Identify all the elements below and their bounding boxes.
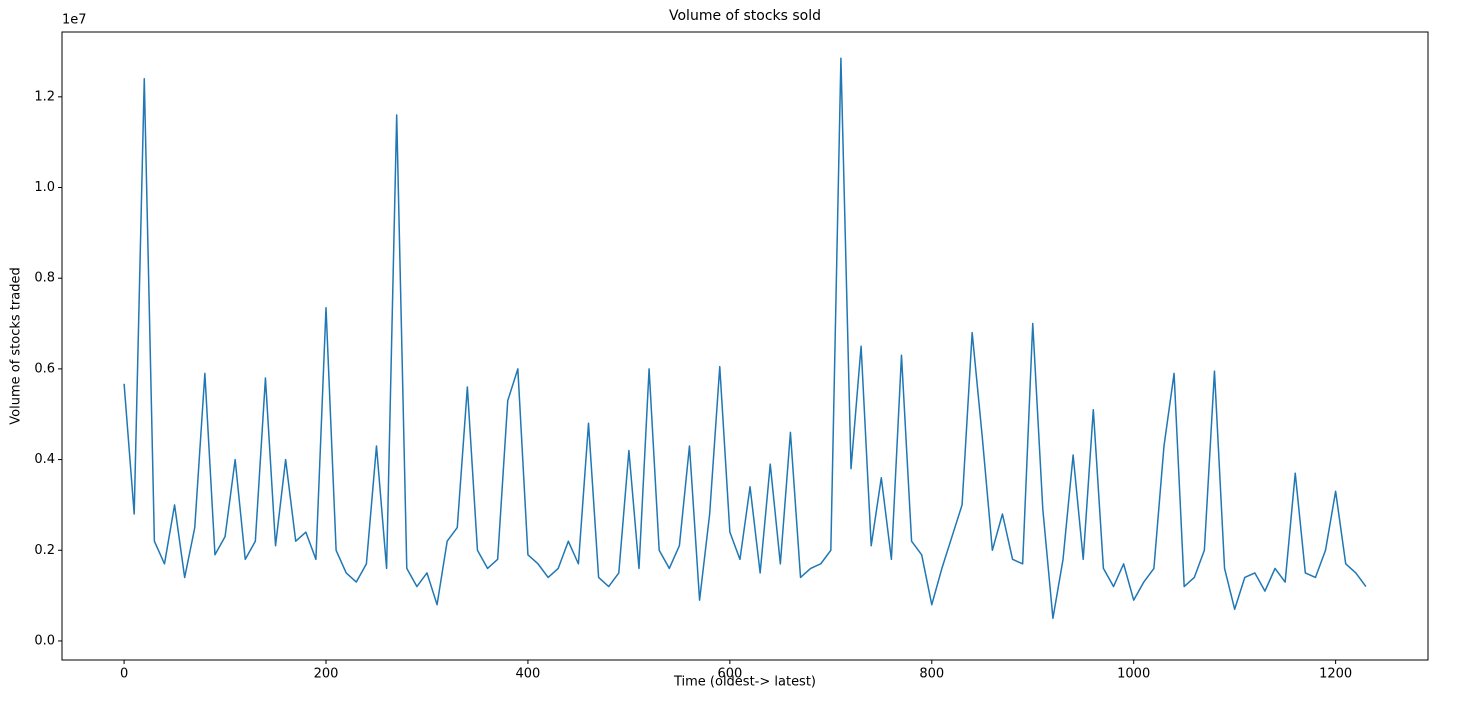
plot-frame xyxy=(61,31,1429,661)
x-tick-label: 200 xyxy=(314,667,339,682)
x-tick-label: 800 xyxy=(919,667,944,682)
x-axis-label: Time (oldest-> latest) xyxy=(673,675,816,690)
x-tick-label: 1200 xyxy=(1319,667,1352,682)
y-tick-label: 0.6 xyxy=(34,361,55,376)
data-line xyxy=(123,57,1367,620)
y-offset-label: 1e7 xyxy=(62,13,87,28)
y-tick-label: 0.8 xyxy=(34,271,55,286)
y-tick-label: 1.2 xyxy=(34,89,55,104)
y-tick-label: 0.0 xyxy=(34,633,55,648)
x-tick-label: 1000 xyxy=(1117,667,1150,682)
x-tick-label: 600 xyxy=(717,667,742,682)
x-tick-label: 400 xyxy=(516,667,541,682)
y-tick-label: 0.4 xyxy=(34,452,55,467)
chart-title: Volume of stocks sold xyxy=(669,8,821,24)
x-tick-label: 0 xyxy=(120,667,128,682)
y-axis-label: Volume of stocks traded xyxy=(9,267,24,424)
y-tick-label: 0.2 xyxy=(34,543,55,558)
y-tick-label: 1.0 xyxy=(34,180,55,195)
